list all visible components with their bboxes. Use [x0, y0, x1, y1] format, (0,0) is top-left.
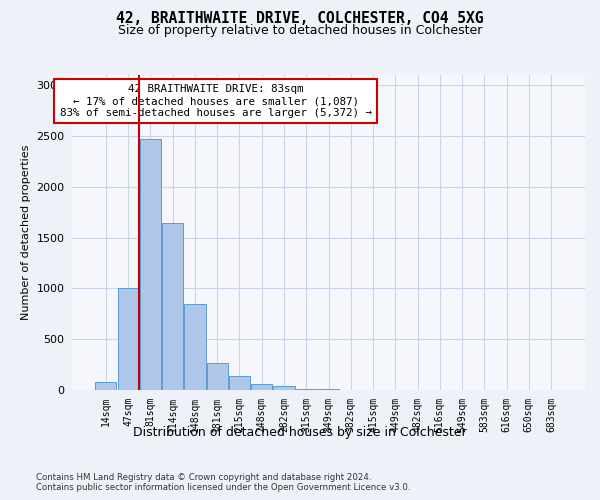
Bar	[229, 376, 250, 390]
Bar	[251, 384, 272, 390]
Bar	[162, 224, 183, 390]
Text: Size of property relative to detached houses in Colchester: Size of property relative to detached ho…	[118, 24, 482, 37]
Bar	[274, 386, 295, 390]
Text: Distribution of detached houses by size in Colchester: Distribution of detached houses by size …	[133, 426, 467, 439]
Text: Contains HM Land Registry data © Crown copyright and database right 2024.
Contai: Contains HM Land Registry data © Crown c…	[36, 473, 410, 492]
Bar	[184, 304, 206, 390]
Y-axis label: Number of detached properties: Number of detached properties	[20, 145, 31, 320]
Text: 42 BRAITHWAITE DRIVE: 83sqm
← 17% of detached houses are smaller (1,087)
83% of : 42 BRAITHWAITE DRIVE: 83sqm ← 17% of det…	[59, 84, 371, 117]
Text: 42, BRAITHWAITE DRIVE, COLCHESTER, CO4 5XG: 42, BRAITHWAITE DRIVE, COLCHESTER, CO4 5…	[116, 11, 484, 26]
Bar	[206, 362, 228, 390]
Bar	[95, 382, 116, 390]
Bar	[140, 139, 161, 390]
Bar	[118, 288, 139, 390]
Bar	[296, 389, 317, 390]
